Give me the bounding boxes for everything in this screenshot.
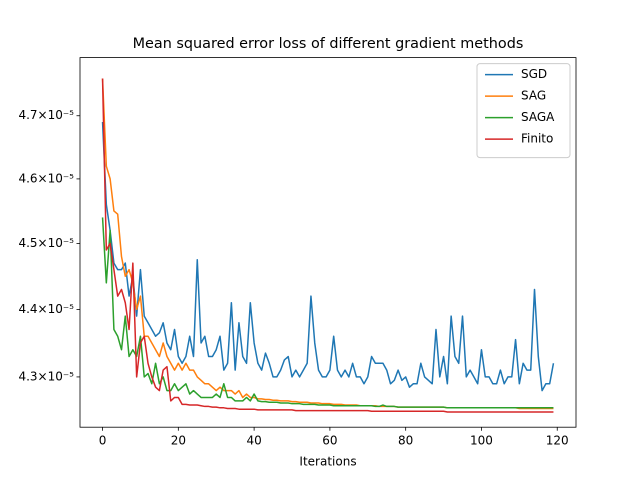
x-tick-label: 60 bbox=[322, 434, 337, 448]
series-line bbox=[101, 121, 555, 392]
legend-box bbox=[476, 63, 571, 159]
chart-title: Mean squared error loss of different gra… bbox=[133, 36, 524, 52]
y-tick-label: 4.6×10⁻⁵ bbox=[18, 171, 74, 185]
x-tick-label: 20 bbox=[171, 434, 186, 448]
x-axis-label: Iterations bbox=[299, 455, 356, 469]
series-line bbox=[101, 78, 554, 413]
series-line bbox=[101, 217, 554, 409]
x-tick-label: 100 bbox=[470, 434, 493, 448]
x-tick-label: 40 bbox=[246, 434, 261, 448]
legend-label: SAGA bbox=[521, 110, 555, 124]
x-tick-label: 120 bbox=[546, 434, 569, 448]
y-tick-label: 4.7×10⁻⁵ bbox=[18, 108, 74, 122]
legend-label: SAG bbox=[521, 89, 546, 103]
x-tick-label: 0 bbox=[99, 434, 107, 448]
y-tick-label: 4.3×10⁻⁵ bbox=[18, 369, 74, 383]
plot-frame bbox=[79, 57, 577, 428]
y-tick-label: 4.5×10⁻⁵ bbox=[18, 236, 74, 250]
legend-label: Finito bbox=[521, 132, 553, 146]
x-tick-label: 80 bbox=[398, 434, 413, 448]
legend-label: SGD bbox=[521, 67, 547, 81]
y-tick-label: 4.4×10⁻⁵ bbox=[18, 302, 74, 316]
